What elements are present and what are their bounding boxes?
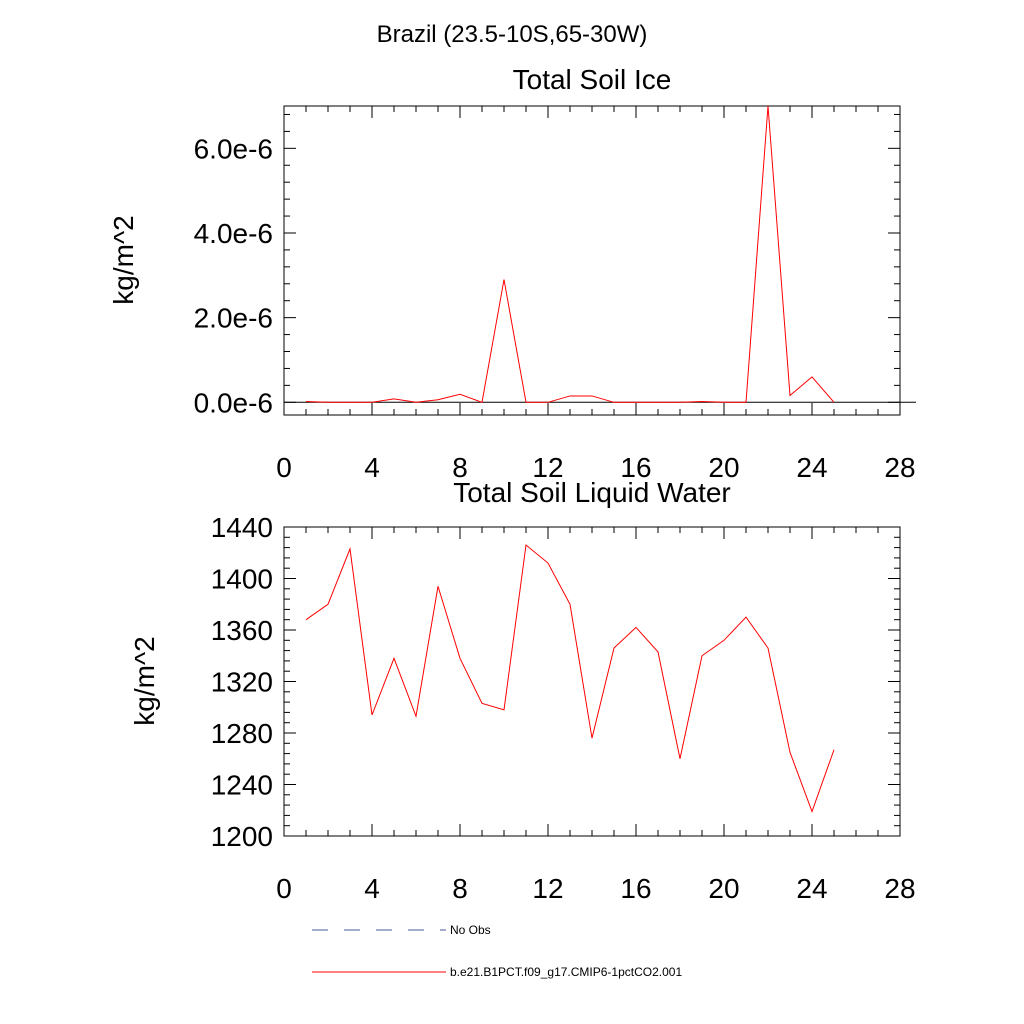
y-tick-label: 0.0e-6 [194, 387, 273, 418]
x-tick-label: 8 [452, 873, 468, 904]
x-tick-label: 12 [532, 452, 563, 483]
x-tick-label: 0 [276, 873, 292, 904]
y-tick-label: 6.0e-6 [194, 133, 273, 164]
legend-item-no-obs: No Obs [312, 923, 491, 937]
y-tick-label: 4.0e-6 [194, 218, 273, 249]
y-tick-label: 1240 [211, 770, 273, 801]
legend-label: No Obs [450, 923, 491, 937]
x-tick-label: 28 [884, 452, 915, 483]
y-axis-label: kg/m^2 [108, 215, 139, 304]
y-tick-label: 1360 [211, 615, 273, 646]
x-tick-label: 4 [364, 452, 380, 483]
figure-suptitle: Brazil (23.5-10S,65-30W) [377, 21, 648, 48]
x-tick-label: 0 [276, 452, 292, 483]
panel-title: Total Soil Ice [513, 64, 672, 95]
x-tick-label: 20 [708, 873, 739, 904]
y-tick-label: 1400 [211, 564, 273, 595]
panel-total-soil-liquid-water: Total Soil Liquid Water kg/m^2 0 4 8 12 16 20… [129, 477, 916, 904]
series-line [305, 105, 835, 403]
y-tick-label: 1200 [211, 821, 273, 852]
x-tick-label: 16 [620, 452, 651, 483]
legend-item-model-run: b.e21.B1PCT.f09_g17.CMIP6-1pctCO2.001 [312, 965, 682, 979]
x-tick-label: 28 [884, 873, 915, 904]
y-tick-label: 1440 [211, 512, 273, 543]
panel-total-soil-ice: Total Soil Ice kg/m^2 0 4 8 12 16 20 24 28 0.0e-… [108, 64, 916, 483]
plot-frame [283, 105, 901, 416]
x-tick-label: 16 [620, 873, 651, 904]
x-tick-label: 4 [364, 873, 380, 904]
plot-frame [283, 526, 901, 837]
x-tick-label: 20 [708, 452, 739, 483]
x-tick-label: 12 [532, 873, 563, 904]
x-tick-label: 24 [796, 452, 827, 483]
legend-label: b.e21.B1PCT.f09_g17.CMIP6-1pctCO2.001 [450, 965, 682, 979]
y-tick-label: 1320 [211, 667, 273, 698]
x-tick-label: 24 [796, 873, 827, 904]
legend: No Obs b.e21.B1PCT.f09_g17.CMIP6-1pctCO2… [312, 923, 682, 979]
series-line [305, 544, 835, 814]
y-axis-label: kg/m^2 [129, 636, 160, 725]
x-tick-label: 8 [452, 452, 468, 483]
panel-title: Total Soil Liquid Water [453, 477, 731, 508]
y-tick-label: 1280 [211, 718, 273, 749]
y-tick-label: 2.0e-6 [194, 303, 273, 334]
